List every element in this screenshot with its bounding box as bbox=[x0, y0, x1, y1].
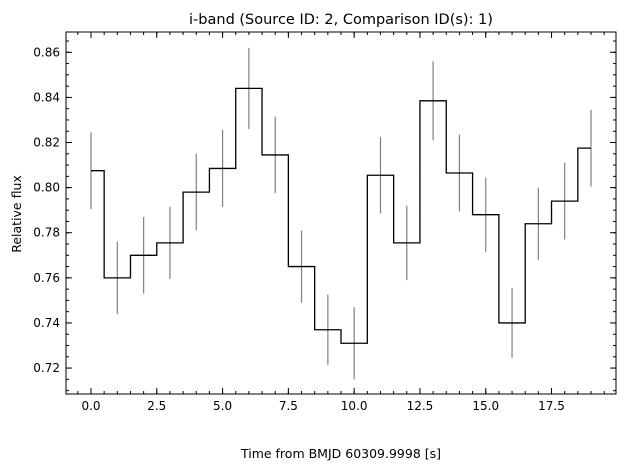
x-tick-label: 12.5 bbox=[407, 399, 434, 413]
y-tick-label: 0.82 bbox=[33, 136, 60, 150]
y-tick-label: 0.74 bbox=[33, 316, 60, 330]
y-tick-label: 0.72 bbox=[33, 361, 60, 375]
x-tick-label: 10.0 bbox=[341, 399, 368, 413]
plot-frame bbox=[65, 31, 617, 395]
x-tick-label: 5.0 bbox=[213, 399, 232, 413]
x-tick-label: 2.5 bbox=[147, 399, 166, 413]
x-tick-label: 7.5 bbox=[279, 399, 298, 413]
x-tick-label: 15.0 bbox=[472, 399, 499, 413]
y-tick-label: 0.78 bbox=[33, 226, 60, 240]
y-tick-label: 0.76 bbox=[33, 271, 60, 285]
y-tick-label: 0.84 bbox=[33, 90, 60, 104]
axis-tick-labels: 0.0 2.5 5.0 7.5 10.0 12.5 15.0 17.5 0.72 0.74 0.76… bbox=[33, 45, 565, 413]
x-axis-label: Time from BMJD 60309.9998 [s] bbox=[240, 446, 441, 461]
step-series-line bbox=[91, 87, 591, 344]
x-tick-label: 17.5 bbox=[538, 399, 565, 413]
y-axis-label: Relative flux bbox=[9, 175, 24, 253]
chart-title: i-band (Source ID: 2, Comparison ID(s): … bbox=[189, 12, 493, 28]
y-tick-label: 0.86 bbox=[33, 45, 60, 59]
x-tick-label: 0.0 bbox=[81, 399, 100, 413]
y-tick-label: 0.80 bbox=[33, 181, 60, 195]
